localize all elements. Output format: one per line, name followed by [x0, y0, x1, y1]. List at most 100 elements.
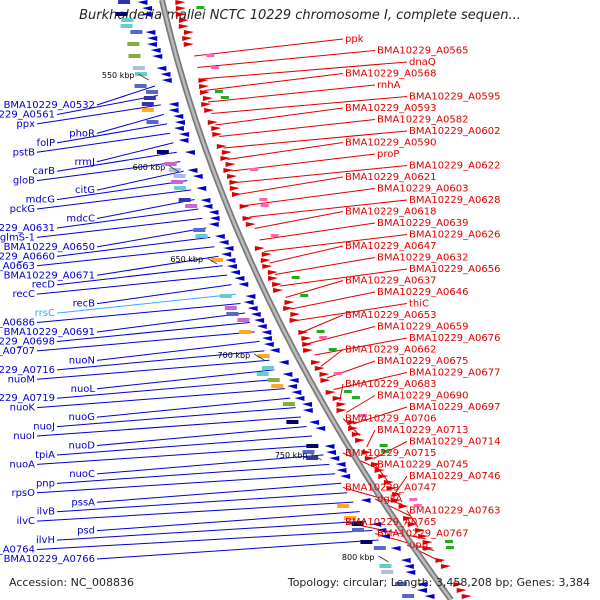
- gene-label[interactable]: BMA10229_A0532: [4, 100, 95, 111]
- gene-label[interactable]: BMA10229_A0637: [345, 276, 436, 287]
- gene-label[interactable]: BMA10229_A0697: [409, 402, 500, 413]
- gene-label[interactable]: nuoK: [10, 403, 36, 414]
- gene-label[interactable]: BMA10229_A0639: [377, 218, 468, 229]
- gene-label[interactable]: BMA10229_A0746: [409, 471, 500, 482]
- gene-label[interactable]: folP: [37, 138, 55, 149]
- gene-label[interactable]: BMA10229_A0656: [409, 264, 500, 275]
- gene-label[interactable]: nuoG: [68, 412, 95, 423]
- gene-label[interactable]: BMA10229_A0618: [345, 207, 436, 218]
- gene-label[interactable]: ilvH: [36, 535, 55, 546]
- forward-gene: [378, 474, 389, 479]
- gene-label[interactable]: BMA10229_A0765: [345, 517, 436, 528]
- gene-label[interactable]: BMA10229_A0565: [377, 46, 468, 57]
- gene-label[interactable]: BMA10229_A0660: [0, 251, 55, 262]
- gene-label[interactable]: BMA10229_A0675: [377, 356, 468, 367]
- gene-label[interactable]: BMA10229_A0677: [409, 368, 500, 379]
- gene-label[interactable]: ppx: [16, 119, 35, 130]
- gene-labels[interactable]: BMA10229_A0532BMA10229_A0561ppxphoRfolPp…: [0, 34, 500, 565]
- gene-label[interactable]: BMA10229_A0568: [345, 69, 436, 80]
- gene-label[interactable]: BMA10229_A0621: [345, 172, 436, 183]
- gene-label[interactable]: nuoI: [13, 431, 35, 442]
- gene-label[interactable]: mdcG: [26, 195, 55, 206]
- gene-label[interactable]: BMA10229_A0690: [377, 391, 468, 402]
- gene-label[interactable]: pnp: [36, 478, 55, 489]
- gene-label[interactable]: BMA10229_A0631: [0, 223, 55, 234]
- gene-label[interactable]: pssA: [71, 497, 95, 508]
- gene-label[interactable]: recD: [32, 280, 56, 291]
- gene-label[interactable]: BMA10229_A0691: [4, 327, 95, 338]
- gene-label[interactable]: BMA10229_A0671: [4, 270, 95, 281]
- gene-label[interactable]: thiC: [409, 299, 429, 310]
- gene-label[interactable]: BMA10229_A0763: [409, 506, 500, 517]
- gene-label[interactable]: BMA10229_A0663: [0, 261, 35, 272]
- gene-label[interactable]: tpiA: [35, 450, 55, 461]
- gene-label[interactable]: nuoJ: [33, 422, 55, 433]
- gene-label[interactable]: BMA10229_A0628: [409, 195, 500, 206]
- gene-label[interactable]: BMA10229_A0745: [377, 460, 468, 471]
- gene-label[interactable]: BMA10229_A0714: [409, 437, 500, 448]
- gene-label[interactable]: dnaQ: [409, 57, 436, 68]
- gene-label[interactable]: upp: [409, 540, 428, 551]
- gene-label[interactable]: BMA10229_A0626: [409, 230, 500, 241]
- gene-label[interactable]: nuoA: [9, 459, 35, 470]
- gene-label[interactable]: BMA10229_A0662: [345, 345, 436, 356]
- gene-label[interactable]: BMA10229_A0683: [345, 379, 436, 390]
- gene-label[interactable]: BMA10229_A0602: [409, 126, 500, 137]
- gene-label[interactable]: BMA10229_A0766: [4, 554, 95, 565]
- gene-label[interactable]: citG: [75, 185, 95, 196]
- gene-label[interactable]: carB: [32, 166, 55, 177]
- gene-label[interactable]: BMA10229_A0595: [409, 92, 500, 103]
- label-connector: [56, 265, 223, 286]
- gene-label[interactable]: nuoM: [8, 374, 35, 385]
- gene-label[interactable]: BMA10229_A0706: [345, 414, 436, 425]
- gene-label[interactable]: BMA10229_A0632: [377, 253, 468, 264]
- gene-label[interactable]: BMA10229_A0653: [345, 310, 436, 321]
- gene-label[interactable]: BMA10229_A0590: [345, 138, 436, 149]
- gene-label[interactable]: rrmJ: [74, 157, 95, 168]
- gene-label[interactable]: dgkA: [377, 494, 402, 505]
- gene-label[interactable]: nuoD: [69, 441, 96, 452]
- gene-label[interactable]: rrsC: [35, 308, 55, 319]
- gene-label[interactable]: BMA10229_A0715: [345, 448, 436, 459]
- gene-label[interactable]: psd: [77, 526, 95, 537]
- gene-label[interactable]: BMA10229_A0622: [409, 161, 500, 172]
- gene-label[interactable]: ilvC: [17, 516, 35, 527]
- gene-label[interactable]: BMA10229_A0767: [377, 529, 468, 540]
- gene-label[interactable]: proP: [377, 149, 399, 160]
- gene-label[interactable]: BMA10229_A0698: [0, 336, 55, 347]
- gene-label[interactable]: BMA10229_A0707: [0, 346, 35, 357]
- gene-label[interactable]: glmS-1: [0, 232, 35, 243]
- gene-label[interactable]: nuoC: [69, 469, 95, 480]
- reverse-gene: [263, 342, 274, 347]
- gene-label[interactable]: rpsO: [11, 488, 35, 499]
- gene-label[interactable]: BMA10229_A0676: [409, 333, 500, 344]
- gene-label[interactable]: ppk: [345, 34, 364, 45]
- gene-label[interactable]: nuoN: [69, 355, 95, 366]
- gene-label[interactable]: BMA10229_A0764: [0, 545, 35, 556]
- gene-label[interactable]: nuoL: [71, 384, 96, 395]
- gene-label[interactable]: BMA10229_A0646: [377, 287, 468, 298]
- gene-label[interactable]: BMA10229_A0686: [0, 318, 35, 329]
- gene-label[interactable]: BMA10229_A0747: [345, 483, 436, 494]
- gene-label[interactable]: gloB: [13, 176, 35, 187]
- gene-label[interactable]: recB: [73, 299, 96, 310]
- gene-label[interactable]: BMA10229_A0582: [377, 115, 468, 126]
- gene-label[interactable]: pckG: [10, 204, 35, 215]
- gene-label[interactable]: BMA10229_A0716: [0, 365, 55, 376]
- feature-band: [134, 84, 147, 88]
- gene-label[interactable]: BMA10229_A0647: [345, 241, 436, 252]
- gene-label[interactable]: ilvB: [37, 507, 55, 518]
- gene-label[interactable]: BMA10229_A0659: [377, 322, 468, 333]
- gene-label[interactable]: BMA10229_A0561: [0, 109, 55, 120]
- gene-label[interactable]: pstB: [13, 147, 35, 158]
- gene-label[interactable]: BMA10229_A0593: [345, 103, 436, 114]
- gene-label[interactable]: rnhA: [377, 80, 401, 91]
- gene-label[interactable]: BMA10229_A0603: [377, 184, 468, 195]
- gene-label[interactable]: recC: [12, 289, 35, 300]
- gene-label[interactable]: BMA10229_A0713: [377, 425, 468, 436]
- gene-label[interactable]: BMA10229_A0650: [4, 242, 95, 253]
- reverse-gene: [376, 528, 387, 533]
- gene-label[interactable]: BMA10229_A0719: [0, 393, 55, 404]
- gene-label[interactable]: mdcC: [66, 214, 95, 225]
- gene-label[interactable]: phoR: [69, 128, 95, 139]
